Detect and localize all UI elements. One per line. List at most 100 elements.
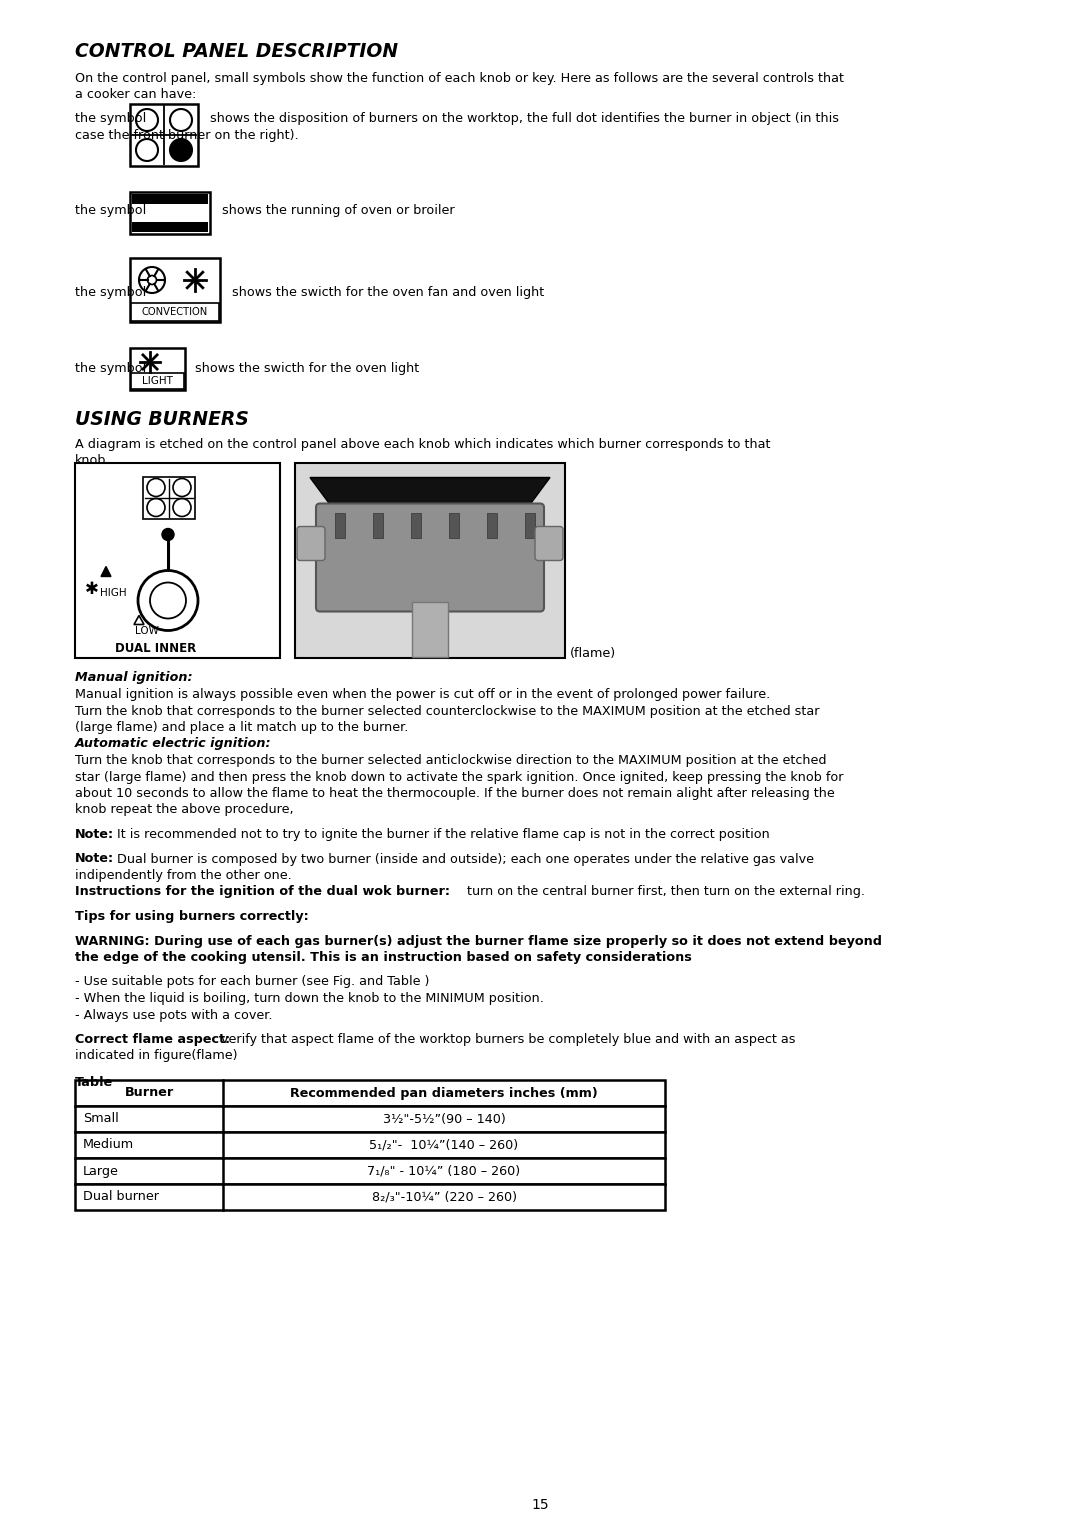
FancyBboxPatch shape <box>316 504 544 611</box>
Text: LIGHT: LIGHT <box>141 376 173 387</box>
Bar <box>449 512 459 538</box>
Text: star (large flame) and then press the knob down to activate the spark ignition. : star (large flame) and then press the kn… <box>75 770 843 784</box>
Text: Dual burner is composed by two burner (inside and outside); each one operates un: Dual burner is composed by two burner (i… <box>117 853 814 865</box>
Text: (large flame) and place a lit match up to the burner.: (large flame) and place a lit match up t… <box>75 721 408 733</box>
Text: the symbol: the symbol <box>75 362 146 374</box>
Circle shape <box>148 275 157 284</box>
Text: HIGH: HIGH <box>100 588 126 599</box>
Bar <box>335 512 345 538</box>
Polygon shape <box>310 477 550 504</box>
Text: a cooker can have:: a cooker can have: <box>75 89 197 101</box>
Text: 3½"-5½”(90 – 140): 3½"-5½”(90 – 140) <box>382 1112 505 1126</box>
Polygon shape <box>134 616 144 625</box>
Text: Turn the knob that corresponds to the burner selected counterclockwise to the MA: Turn the knob that corresponds to the bu… <box>75 704 820 718</box>
Bar <box>487 512 497 538</box>
Text: Instructions for the ignition of the dual wok burner:: Instructions for the ignition of the dua… <box>75 886 450 898</box>
Text: turn on the central burner first, then turn on the external ring.: turn on the central burner first, then t… <box>463 886 865 898</box>
Text: - Always use pots with a cover.: - Always use pots with a cover. <box>75 1008 272 1022</box>
Text: the symbol: the symbol <box>75 286 146 299</box>
Text: Table: Table <box>75 1076 113 1089</box>
Text: Automatic electric ignition:: Automatic electric ignition: <box>75 738 272 750</box>
Text: shows the disposition of burners on the worktop, the full dot identifies the bur: shows the disposition of burners on the … <box>210 112 839 125</box>
Text: Manual ignition:: Manual ignition: <box>75 671 192 685</box>
Text: shows the swicth for the oven fan and oven light: shows the swicth for the oven fan and ov… <box>232 286 544 299</box>
Text: 15: 15 <box>531 1497 549 1513</box>
Text: - Use suitable pots for each burner (see Fig. and Table ): - Use suitable pots for each burner (see… <box>75 975 430 989</box>
Bar <box>132 194 208 205</box>
Circle shape <box>138 570 198 631</box>
Bar <box>295 463 565 657</box>
Text: indipendently from the other one.: indipendently from the other one. <box>75 869 292 882</box>
Text: Tips for using burners correctly:: Tips for using burners correctly: <box>75 911 309 923</box>
Text: the symbol: the symbol <box>75 112 146 125</box>
Text: 5₁/₂"-  10¼”(140 – 260): 5₁/₂"- 10¼”(140 – 260) <box>369 1138 518 1152</box>
Text: CONVECTION: CONVECTION <box>141 307 208 316</box>
Text: USING BURNERS: USING BURNERS <box>75 410 248 429</box>
Bar <box>411 512 421 538</box>
FancyBboxPatch shape <box>535 527 563 561</box>
Text: - When the liquid is boiling, turn down the knob to the MINIMUM position.: - When the liquid is boiling, turn down … <box>75 992 544 1005</box>
Circle shape <box>150 582 186 619</box>
Text: On the control panel, small symbols show the function of each knob or key. Here : On the control panel, small symbols show… <box>75 72 843 86</box>
Bar <box>130 258 220 322</box>
Circle shape <box>147 498 165 516</box>
Text: CONTROL PANEL DESCRIPTION: CONTROL PANEL DESCRIPTION <box>75 41 399 61</box>
Circle shape <box>162 529 174 541</box>
Text: Medium: Medium <box>83 1138 134 1152</box>
Text: Turn the knob that corresponds to the burner selected anticlockwise direction to: Turn the knob that corresponds to the bu… <box>75 753 826 767</box>
Text: DUAL INNER: DUAL INNER <box>114 642 197 656</box>
Text: A diagram is etched on the control panel above each knob which indicates which b: A diagram is etched on the control panel… <box>75 439 770 451</box>
Text: about 10 seconds to allow the flame to heat the thermocouple. If the burner does: about 10 seconds to allow the flame to h… <box>75 787 835 801</box>
Bar <box>143 477 195 518</box>
Circle shape <box>136 139 158 160</box>
Circle shape <box>173 478 191 497</box>
FancyBboxPatch shape <box>297 527 325 561</box>
Bar <box>525 512 535 538</box>
Text: It is recommended not to try to ignite the burner if the relative flame cap is n: It is recommended not to try to ignite t… <box>117 828 770 840</box>
Text: Manual ignition is always possible even when the power is cut off or in the even: Manual ignition is always possible even … <box>75 688 770 701</box>
Text: indicated in figure(flame): indicated in figure(flame) <box>75 1050 238 1062</box>
Text: verify that aspect flame of the worktop burners be completely blue and with an a: verify that aspect flame of the worktop … <box>217 1033 796 1047</box>
Text: 8₂/₃"-10¼” (220 – 260): 8₂/₃"-10¼” (220 – 260) <box>372 1190 516 1204</box>
Text: shows the swicth for the oven light: shows the swicth for the oven light <box>195 362 419 374</box>
Bar <box>131 373 184 390</box>
Text: 7₁/₈" - 10¼” (180 – 260): 7₁/₈" - 10¼” (180 – 260) <box>367 1164 521 1178</box>
Circle shape <box>139 267 165 293</box>
Text: case the front burner on the right).: case the front burner on the right). <box>75 128 299 142</box>
Polygon shape <box>102 567 111 576</box>
Text: Recommended pan diameters inches (mm): Recommended pan diameters inches (mm) <box>291 1086 598 1100</box>
Text: LOW: LOW <box>135 626 159 637</box>
Text: the edge of the cooking utensil. This is an instruction based on safety consider: the edge of the cooking utensil. This is… <box>75 950 692 964</box>
Text: shows the running of oven or broiler: shows the running of oven or broiler <box>222 205 455 217</box>
Circle shape <box>136 108 158 131</box>
Bar <box>75 1106 665 1132</box>
Bar <box>373 512 383 538</box>
Bar <box>75 1132 665 1158</box>
Text: Note:: Note: <box>75 828 114 840</box>
Bar <box>130 193 210 234</box>
Text: (flame): (flame) <box>570 648 616 660</box>
Text: ✱: ✱ <box>85 581 99 599</box>
Text: Burner: Burner <box>124 1086 174 1100</box>
Text: Note:: Note: <box>75 853 114 865</box>
Bar <box>131 303 219 321</box>
Bar <box>75 1158 665 1184</box>
Bar <box>130 348 185 390</box>
Bar <box>75 1080 665 1106</box>
Bar <box>411 602 448 657</box>
Text: Correct flame aspect:: Correct flame aspect: <box>75 1033 230 1047</box>
Bar <box>132 222 208 232</box>
Circle shape <box>147 478 165 497</box>
Text: the symbol: the symbol <box>75 205 146 217</box>
Bar <box>75 1184 665 1210</box>
Text: knob.: knob. <box>75 454 110 468</box>
Bar <box>75 463 280 657</box>
Circle shape <box>170 139 192 160</box>
Text: WARNING: During use of each gas burner(s) adjust the burner flame size properly : WARNING: During use of each gas burner(s… <box>75 935 882 947</box>
Circle shape <box>170 108 192 131</box>
Circle shape <box>173 498 191 516</box>
Bar <box>130 104 198 167</box>
Text: Large: Large <box>83 1164 119 1178</box>
Text: knob repeat the above procedure,: knob repeat the above procedure, <box>75 804 294 816</box>
Text: Dual burner: Dual burner <box>83 1190 159 1204</box>
